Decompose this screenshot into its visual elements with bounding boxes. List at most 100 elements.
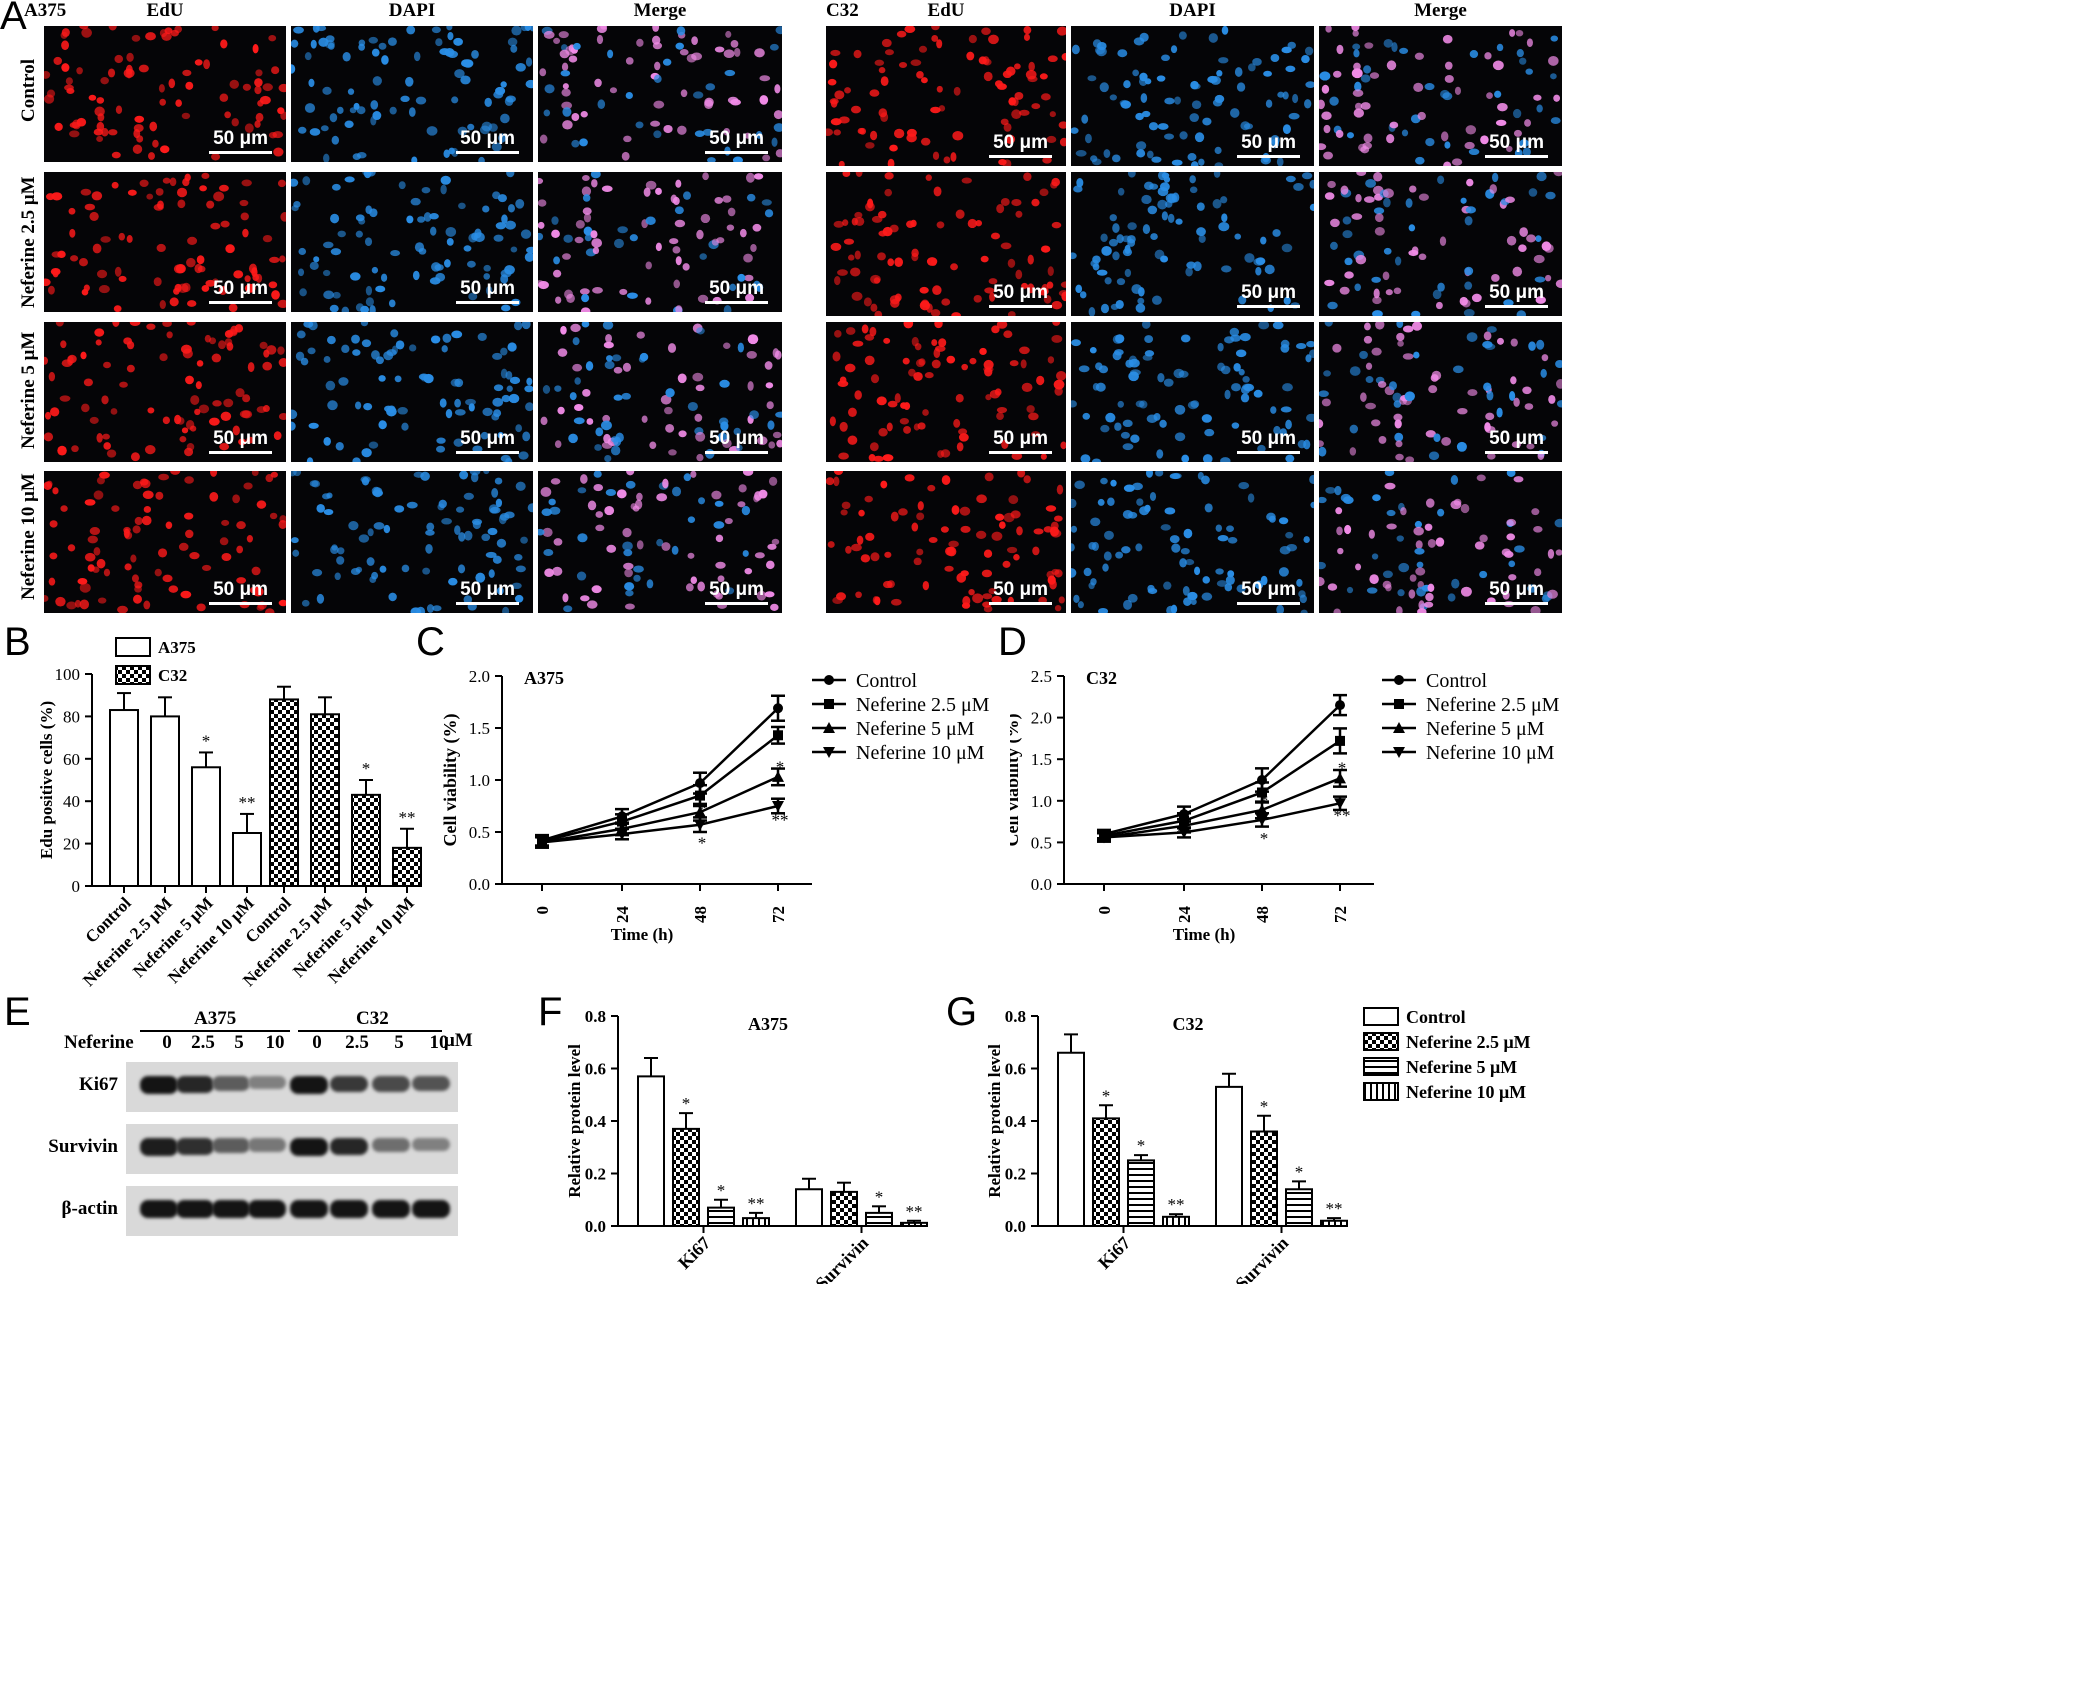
cell-nucleus: [378, 375, 386, 382]
cell-nucleus: [1117, 49, 1128, 58]
lane-label: 2.5: [191, 1032, 215, 1053]
significance: *: [717, 1181, 726, 1200]
cell-nucleus: [838, 160, 845, 166]
cell-nucleus: [1247, 493, 1255, 503]
cell-nucleus: [1277, 91, 1285, 98]
cell-nucleus: [1100, 233, 1108, 243]
cell-nucleus: [269, 512, 278, 520]
cell-nucleus: [46, 89, 56, 98]
cell-nucleus: [1394, 419, 1402, 429]
cell-nucleus: [591, 238, 603, 248]
cell-nucleus: [1437, 175, 1445, 185]
cell-nucleus: [745, 172, 755, 183]
cell-nucleus: [1425, 498, 1435, 508]
cell-nucleus: [442, 333, 452, 343]
cell-nucleus: [344, 120, 354, 129]
cell-nucleus: [1210, 76, 1221, 85]
cell-nucleus: [922, 580, 930, 591]
cell-nucleus: [492, 397, 504, 407]
cell-nucleus: [1167, 213, 1175, 223]
cell-nucleus: [660, 394, 672, 405]
cell-nucleus: [1110, 479, 1117, 487]
legend-label: Control: [1406, 1007, 1466, 1027]
cell-nucleus: [1365, 178, 1377, 188]
y-tick-label: 0.6: [585, 1060, 606, 1079]
cell-nucleus: [1435, 301, 1443, 310]
cell-nucleus: [989, 292, 996, 302]
legend-swatch: [1363, 1057, 1399, 1076]
cell-nucleus: [1030, 431, 1041, 438]
cell-nucleus: [756, 590, 767, 601]
cell-nucleus: [435, 38, 443, 47]
cell-nucleus: [1364, 42, 1374, 49]
protein-band: [412, 1138, 450, 1151]
cell-nucleus: [1272, 322, 1284, 330]
cell-nucleus: [159, 353, 168, 362]
cell-dots: [539, 26, 782, 162]
cell-nucleus: [1439, 236, 1447, 246]
cell-nucleus: [1460, 586, 1472, 597]
micrograph-c32-dapi-row4: 50 μm: [1071, 471, 1314, 613]
cell-nucleus: [1130, 369, 1141, 376]
marker-square: [1394, 699, 1404, 709]
cell-nucleus: [497, 431, 504, 439]
micrograph-a375-dapi-row2: 50 μm: [291, 172, 533, 312]
cell-nucleus: [138, 64, 149, 73]
cell-nucleus: [98, 285, 110, 294]
cell-nucleus: [769, 43, 779, 51]
cell-nucleus: [1363, 133, 1373, 143]
cell-nucleus: [210, 471, 218, 477]
cell-nucleus: [64, 84, 74, 91]
cell-nucleus: [1513, 397, 1520, 407]
cell-nucleus: [181, 427, 189, 434]
cell-nucleus: [662, 58, 672, 66]
cell-nucleus: [495, 222, 506, 230]
cell-nucleus: [93, 547, 101, 556]
protein-band: [372, 1138, 410, 1152]
cell-nucleus: [81, 288, 89, 296]
cell-nucleus: [1401, 129, 1409, 137]
cell-nucleus: [1465, 206, 1476, 214]
cell-nucleus: [238, 438, 247, 446]
cell-nucleus: [1323, 151, 1334, 160]
cell-nucleus: [691, 36, 698, 45]
cell-nucleus: [292, 549, 300, 557]
cell-nucleus: [501, 394, 511, 403]
cell-nucleus: [1353, 108, 1365, 118]
cell-nucleus: [702, 128, 714, 136]
cell-nucleus: [1189, 175, 1196, 184]
cell-nucleus: [1464, 266, 1474, 276]
cell-nucleus: [347, 88, 355, 95]
cell-nucleus: [1442, 34, 1453, 44]
micrograph-c32-dapi-row3: 50 μm: [1071, 322, 1314, 462]
marker-triangle: [823, 722, 835, 733]
cell-nucleus: [1413, 82, 1424, 93]
cell-nucleus: [491, 488, 499, 498]
cell-nucleus: [869, 442, 879, 452]
cell-nucleus: [1183, 597, 1192, 606]
cell-nucleus: [967, 218, 977, 229]
cell-nucleus: [158, 473, 170, 481]
cell-nucleus: [1533, 94, 1542, 101]
cell-nucleus: [1217, 342, 1224, 352]
cell-nucleus: [220, 220, 230, 228]
cell-nucleus: [940, 526, 949, 533]
cell-nucleus: [915, 359, 925, 368]
cell-nucleus: [504, 265, 515, 275]
marker-triangle-down: [1256, 814, 1268, 826]
cell-nucleus: [196, 360, 204, 367]
cell-nucleus: [1173, 368, 1185, 379]
row-label-neferine-10: Neferine 10 μM: [18, 473, 39, 600]
cell-nucleus: [461, 59, 472, 68]
cell-nucleus: [1011, 198, 1022, 207]
x-tick-label: 72: [769, 906, 788, 923]
cell-nucleus: [513, 322, 523, 331]
cell-nucleus: [508, 393, 520, 404]
cell-nucleus: [694, 130, 705, 137]
cell-nucleus: [308, 422, 319, 429]
cell-nucleus: [256, 406, 267, 413]
cell-nucleus: [360, 322, 369, 327]
cell-nucleus: [1003, 330, 1013, 339]
y-axis-label: Edu positive cells (%): [37, 701, 56, 859]
cell-nucleus: [239, 410, 251, 418]
